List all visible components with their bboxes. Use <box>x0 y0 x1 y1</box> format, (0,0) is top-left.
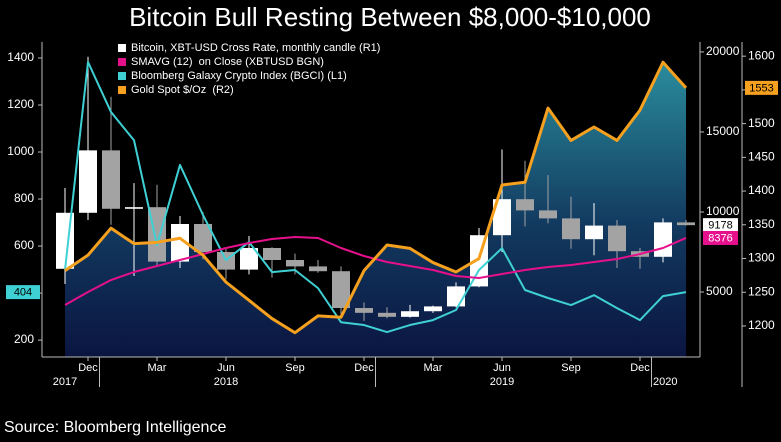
y-tick-label: 1200 <box>748 318 775 332</box>
x-tick-label: Sep <box>285 362 305 374</box>
candle-body <box>332 271 350 309</box>
end-label-box <box>6 285 40 300</box>
end-label-box <box>745 80 778 95</box>
end-label: 9178 <box>708 220 732 232</box>
legend-label: Bitcoin, XBT-USD Cross Rate, monthly can… <box>131 42 380 54</box>
candle-body <box>539 210 557 219</box>
candle-body <box>263 247 281 261</box>
legend-label: SMAVG (12) on Close (XBTUSD BGN) <box>131 56 324 68</box>
candle-body <box>125 207 143 209</box>
y-tick-label: 600 <box>14 238 34 252</box>
end-label: 404 <box>14 287 32 299</box>
candle-body <box>677 222 695 226</box>
legend-label: Gold Spot $/Oz (R2) <box>131 84 234 96</box>
y-tick-label: 1400 <box>748 183 775 197</box>
end-label-box <box>703 218 738 233</box>
candle-body <box>401 311 419 317</box>
legend-swatch <box>118 86 126 94</box>
candle-body <box>378 312 396 317</box>
x-tick-label: Sep <box>561 362 581 374</box>
candle-body <box>240 247 258 270</box>
x-tick-label: Mar <box>424 362 443 374</box>
y-tick-label: 20000 <box>706 44 740 58</box>
end-label: 8376 <box>708 232 732 244</box>
y-tick-label: 1350 <box>748 217 775 231</box>
y-tick-label: 1400 <box>7 50 34 64</box>
end-label-box <box>703 230 738 245</box>
candle-body <box>424 306 442 312</box>
x-tick-label: Jun <box>217 362 235 374</box>
line <box>64 60 688 335</box>
y-tick-label: 200 <box>14 332 34 346</box>
y-tick-label: 1000 <box>7 144 34 158</box>
source: Source: Bloomberg Intelligence <box>4 419 226 436</box>
y-tick-label: 10000 <box>706 204 740 218</box>
end-label: 1553 <box>749 82 773 94</box>
line <box>64 60 687 334</box>
x-tick-label: Jun <box>493 362 511 374</box>
candle-body <box>493 199 511 236</box>
x-group-label: 2020 <box>653 376 677 388</box>
y-tick-label: 1600 <box>748 48 775 62</box>
legend-swatch <box>118 58 126 66</box>
x-tick-label: Dec <box>78 362 98 374</box>
candle-body <box>447 286 465 307</box>
area <box>65 62 686 358</box>
x-tick-label: Mar <box>148 362 167 374</box>
candle-body <box>516 199 534 211</box>
x-tick-label: Dec <box>354 362 374 374</box>
candle-body <box>79 150 97 213</box>
legend-label: Bloomberg Galaxy Crypto Index (BGCI) (L1… <box>131 70 347 82</box>
candle-body <box>355 308 373 313</box>
candle-body <box>286 260 304 267</box>
candle-body <box>102 150 120 209</box>
candle-body <box>585 225 603 240</box>
candle-body <box>171 223 189 262</box>
y-tick-label: 5000 <box>706 284 733 298</box>
x-group-label: 2017 <box>53 376 77 388</box>
legend-swatch <box>118 72 126 80</box>
candle-body <box>194 223 212 252</box>
y-tick-label: 1300 <box>748 251 775 265</box>
candle-body <box>608 225 626 252</box>
y-tick-label: 1450 <box>748 150 775 164</box>
candle-body <box>654 222 672 257</box>
y-tick-label: 1250 <box>748 284 775 298</box>
chart-title: Bitcoin Bull Resting Between $8,000-$10,… <box>129 2 651 32</box>
y-tick-label: 15000 <box>706 124 740 138</box>
x-tick-label: Dec <box>630 362 650 374</box>
candle-body <box>562 218 580 240</box>
y-tick-label: 1200 <box>7 97 34 111</box>
x-group-label: 2018 <box>214 376 238 388</box>
y-tick-label: 800 <box>14 191 34 205</box>
candle-body <box>309 266 327 272</box>
legend-swatch <box>118 44 126 52</box>
y-tick-label: 1500 <box>748 116 775 130</box>
x-group-label: 2019 <box>490 376 514 388</box>
